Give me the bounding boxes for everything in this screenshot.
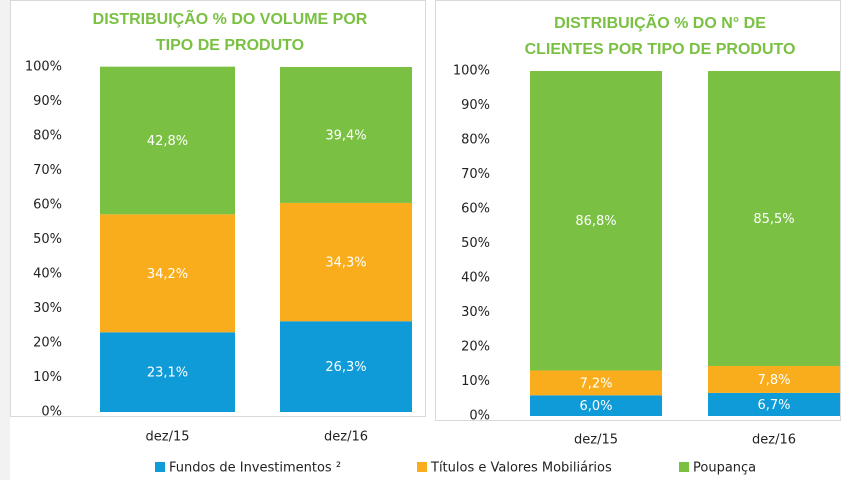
y-tick-label: 80% xyxy=(461,133,490,148)
y-tick-label: 70% xyxy=(461,167,490,182)
x-tick-label: dez/15 xyxy=(146,430,190,445)
x-tick-label: dez/16 xyxy=(752,433,796,448)
y-tick-label: 80% xyxy=(33,129,62,144)
bar-segment xyxy=(100,332,235,412)
legend-label: Fundos de Investimentos ² xyxy=(169,461,341,476)
value-label: 7,8% xyxy=(757,373,790,388)
legend-swatch xyxy=(679,462,689,472)
bar-segment xyxy=(530,370,662,396)
bar-segment xyxy=(708,392,840,416)
bar-segment xyxy=(530,395,662,416)
value-label: 86,8% xyxy=(575,214,616,229)
chart-title: CLIENTES POR TIPO DE PRODUTO xyxy=(525,41,796,58)
chart-title: TIPO DE PRODUTO xyxy=(156,37,304,54)
y-tick-label: 30% xyxy=(33,301,62,316)
bar-segment xyxy=(708,365,840,393)
value-label: 23,1% xyxy=(147,366,188,381)
bar-segment xyxy=(280,321,412,412)
left-strip xyxy=(0,0,10,480)
value-label: 6,7% xyxy=(757,398,790,413)
value-label: 7,2% xyxy=(579,376,612,391)
y-tick-label: 60% xyxy=(33,198,62,213)
bar-segment xyxy=(100,214,235,333)
bar-segment xyxy=(280,67,412,203)
bar-segment xyxy=(530,71,662,371)
x-tick-label: dez/16 xyxy=(324,430,368,445)
y-tick-label: 10% xyxy=(461,374,490,389)
y-tick-label: 90% xyxy=(461,98,490,113)
value-label: 39,4% xyxy=(325,128,366,143)
bar-segment xyxy=(100,66,235,215)
legend-swatch xyxy=(417,462,427,472)
value-label: 26,3% xyxy=(325,360,366,375)
value-label: 34,2% xyxy=(147,267,188,282)
y-tick-label: 0% xyxy=(469,409,490,424)
y-tick-label: 20% xyxy=(461,340,490,355)
value-label: 34,3% xyxy=(325,256,366,271)
y-tick-label: 50% xyxy=(461,236,490,251)
y-tick-label: 50% xyxy=(33,232,62,247)
y-tick-label: 100% xyxy=(453,64,490,79)
y-tick-label: 20% xyxy=(33,336,62,351)
chart-title: DISTRIBUIÇÃO % DO VOLUME POR xyxy=(93,8,368,28)
y-tick-label: 0% xyxy=(41,405,62,420)
bar-segment xyxy=(280,202,412,322)
y-tick-label: 40% xyxy=(461,271,490,286)
y-tick-label: 10% xyxy=(33,370,62,385)
x-tick-label: dez/15 xyxy=(574,433,618,448)
y-tick-label: 60% xyxy=(461,202,490,217)
y-tick-label: 40% xyxy=(33,267,62,282)
value-label: 85,5% xyxy=(753,212,794,227)
legend-label: Poupança xyxy=(693,461,756,476)
legend-swatch xyxy=(155,462,165,472)
bar-segment xyxy=(708,71,840,366)
y-tick-label: 90% xyxy=(33,94,62,109)
y-tick-label: 30% xyxy=(461,305,490,320)
legend-label: Títulos e Valores Mobiliários xyxy=(430,461,612,476)
y-tick-label: 70% xyxy=(33,163,62,178)
y-tick-label: 100% xyxy=(25,60,62,75)
value-label: 6,0% xyxy=(579,399,612,414)
chart-title: DISTRIBUIÇÃO % DO N° DE xyxy=(554,12,766,32)
value-label: 42,8% xyxy=(147,134,188,149)
panel-left xyxy=(10,0,426,417)
